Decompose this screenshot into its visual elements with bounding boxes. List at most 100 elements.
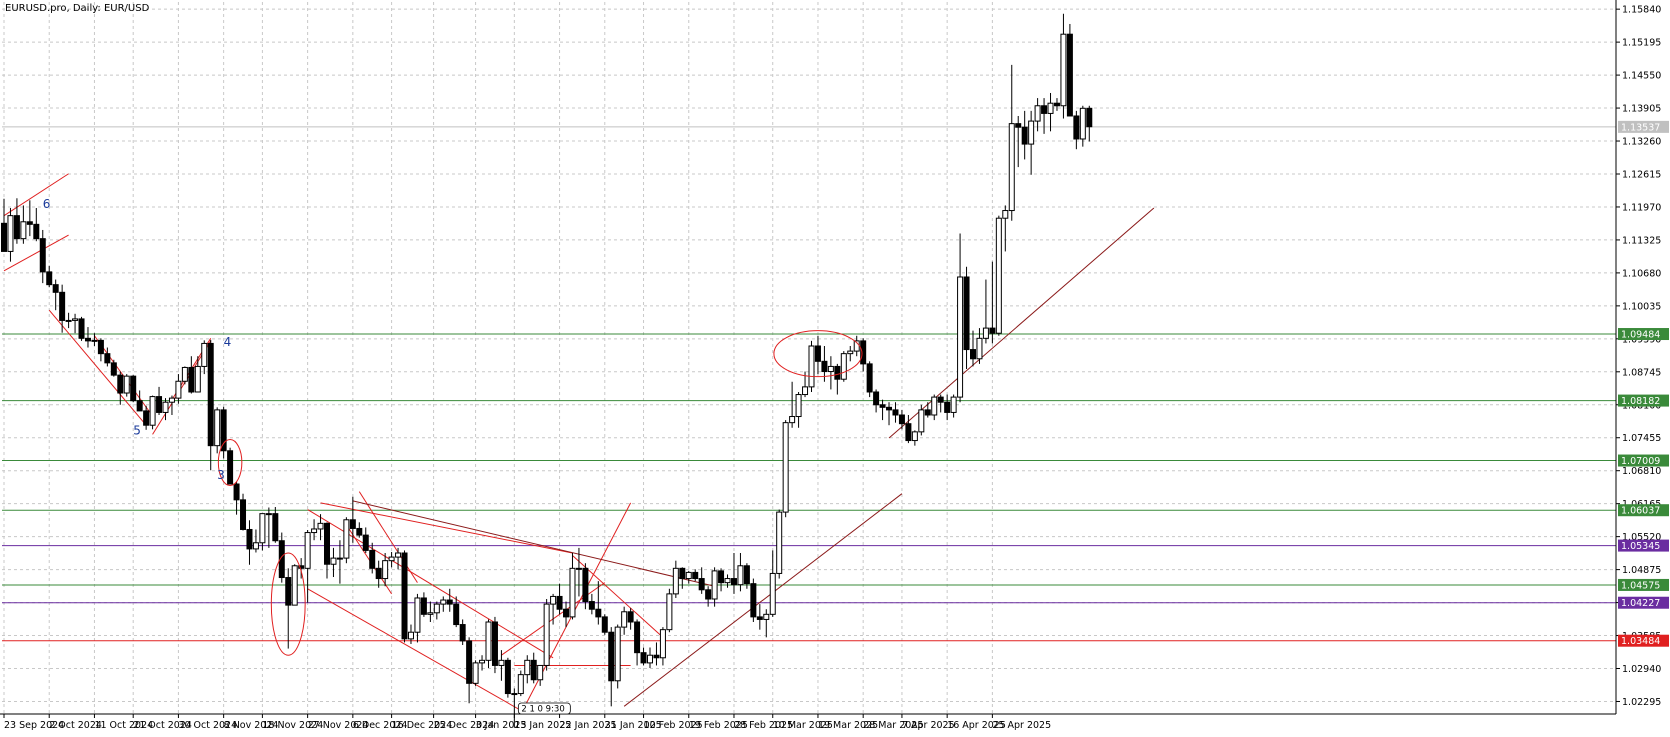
candle <box>349 496 356 543</box>
candle-body-bear <box>59 291 66 321</box>
candle <box>970 330 976 367</box>
candle-body-bull <box>537 664 544 681</box>
trendline[interactable] <box>152 340 212 435</box>
x-tick-label: 8 Nov 2024 <box>224 720 279 731</box>
candle-body-bull <box>485 621 492 661</box>
candle <box>240 493 247 531</box>
candle <box>194 356 201 393</box>
level-marker-box <box>1618 504 1669 517</box>
candle <box>634 619 641 666</box>
trendline[interactable] <box>352 500 715 587</box>
candle-body-bear <box>117 374 124 394</box>
candle-body-bear <box>718 570 725 584</box>
trendline[interactable] <box>48 309 147 426</box>
candle-body-bull <box>311 528 318 534</box>
candle <box>149 395 156 430</box>
annotation-ellipses[interactable] <box>217 330 863 656</box>
trendline[interactable] <box>623 493 903 707</box>
x-tick-label: 10 Feb 2025 <box>644 720 703 731</box>
candle-body-bear <box>582 567 589 603</box>
trendline[interactable] <box>94 335 153 417</box>
candle-body-bear <box>13 215 20 240</box>
candle-body-bull <box>982 327 989 339</box>
x-tick-label: 22 Jan 2025 <box>560 720 617 731</box>
candle <box>181 366 188 385</box>
trendline[interactable] <box>320 502 573 554</box>
candle-body-bull <box>175 380 182 399</box>
y-tick-label: 1.02940 <box>1622 664 1661 675</box>
candle <box>1066 23 1073 117</box>
candle-body-bear <box>886 406 893 411</box>
candle-body-bear <box>743 565 750 585</box>
level-marker-label: 1.05345 <box>1621 541 1660 552</box>
candle <box>763 609 770 638</box>
candle-body-bear <box>1053 102 1060 107</box>
candle-body-bear <box>1073 115 1080 140</box>
y-tick-label: 1.05520 <box>1622 532 1661 543</box>
candle <box>847 345 854 362</box>
candle-body-bear <box>1086 107 1093 128</box>
annotation-ellipse[interactable] <box>270 552 306 656</box>
annotation-ellipse[interactable] <box>773 330 863 378</box>
candle-body-bear <box>491 621 498 666</box>
x-tick-label: 21 Oct 2024 <box>133 720 192 731</box>
y-tick-label: 1.13905 <box>1622 104 1661 115</box>
candle <box>162 398 169 421</box>
candle <box>214 407 221 454</box>
candle-body-bear <box>730 578 737 586</box>
candle-body-bull <box>414 597 421 633</box>
candle <box>175 374 182 404</box>
candle <box>20 205 27 244</box>
candle-body-bear <box>33 223 40 240</box>
candle-body-bull <box>724 578 731 584</box>
candle <box>886 402 893 426</box>
candle-body-bear <box>1021 126 1028 145</box>
x-tick-label: 25 Apr 2025 <box>992 720 1051 731</box>
level-marker-box <box>1618 539 1669 552</box>
candle-body-bull <box>995 217 1002 334</box>
candle-body-bull <box>343 519 350 559</box>
candle-body-bull <box>440 599 447 605</box>
candle <box>440 596 447 612</box>
candle <box>601 614 608 635</box>
candle <box>563 601 570 628</box>
candle-body-bull <box>666 593 673 631</box>
level-marker-label: 1.09484 <box>1621 330 1660 341</box>
candle-body-bear <box>601 616 608 633</box>
candle <box>550 593 557 625</box>
x-tick-label: 28 Mar 2025 <box>863 720 923 731</box>
candle <box>543 598 550 671</box>
horizontal-levels[interactable] <box>2 126 1616 642</box>
trendline[interactable] <box>345 524 393 595</box>
trendline[interactable] <box>307 588 528 715</box>
trendline[interactable] <box>3 234 69 272</box>
candle-body-bear <box>220 409 227 452</box>
candle-body-bear <box>110 362 117 376</box>
candle-body-bull <box>621 611 628 628</box>
candle-body-bull <box>123 375 130 394</box>
candle-body-bull <box>194 365 201 393</box>
candle <box>220 406 227 459</box>
trendline[interactable] <box>358 491 418 583</box>
candle <box>879 399 886 421</box>
wave-label: 4 <box>224 335 232 349</box>
level-marker-box <box>1618 596 1669 609</box>
candle <box>336 540 343 584</box>
candle <box>52 279 59 311</box>
candle-body-bull <box>847 350 854 355</box>
x-tick-label: 28 Feb 2025 <box>734 720 793 731</box>
candle <box>491 616 498 674</box>
candle <box>679 567 686 589</box>
y-tick-label: 1.14550 <box>1622 71 1661 82</box>
level-marker-label: 1.03484 <box>1621 636 1660 647</box>
candle-body-bear <box>963 276 970 351</box>
x-tick-label: 7 Apr 2025 <box>902 720 955 731</box>
annotation-ellipse[interactable] <box>217 439 243 487</box>
y-tick-label: 1.12615 <box>1622 169 1661 180</box>
candle-body-bull <box>517 674 524 695</box>
candle-body-bear <box>905 423 912 442</box>
candle-body-bull <box>317 522 324 530</box>
candle-body-bull <box>776 511 783 574</box>
trendline[interactable] <box>3 173 69 217</box>
